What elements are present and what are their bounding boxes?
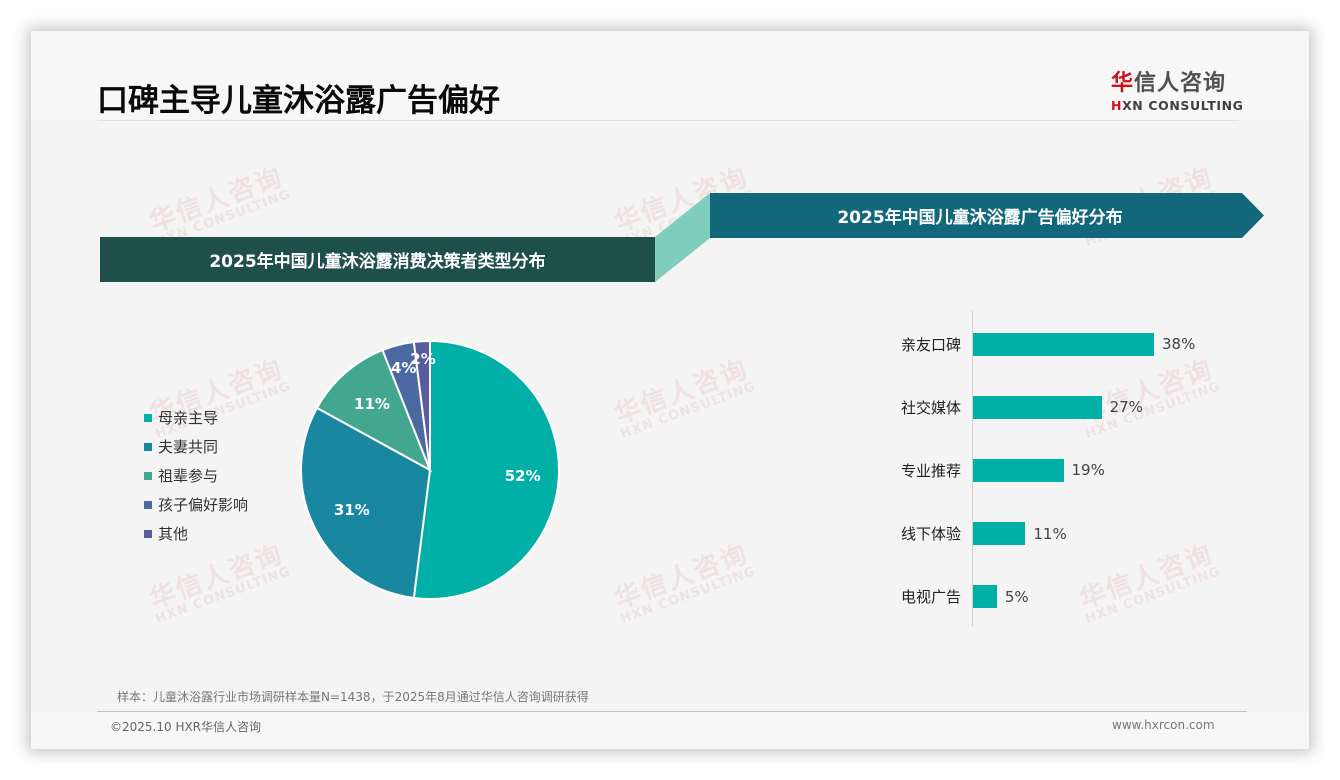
copyright: ©2025.10 HXR华信人咨询 (110, 720, 262, 734)
bar-value-label: 19% (1071, 461, 1105, 480)
brand-logo: 华信人咨询 HXN CONSULTING (1111, 65, 1244, 113)
slide: 口碑主导儿童沐浴露广告偏好 华信人咨询 HXN CONSULTING 华信人咨询… (31, 31, 1309, 749)
logo-cn-rest: 信人咨询 (1134, 71, 1227, 96)
legend-item: 母亲主导 (144, 403, 248, 432)
bar-row: 社交媒体 27% (871, 395, 1143, 419)
legend-swatch (144, 471, 152, 480)
legend-item: 祖辈参与 (144, 461, 248, 490)
legend-label: 祖辈参与 (158, 467, 219, 485)
logo-cn: 华信人咨询 (1111, 65, 1241, 97)
pie-slice-label: 11% (354, 395, 390, 414)
header-band (31, 31, 1309, 119)
pie-chart: 52% 31% 11% 4% 2% (299, 339, 561, 601)
logo-en-rest: XN CONSULTING (1122, 98, 1244, 113)
bar-value-label: 27% (1109, 398, 1143, 417)
bar-category-label: 社交媒体 (900, 398, 961, 417)
legend-swatch (144, 529, 152, 538)
bar-row: 亲友口碑 38% (871, 332, 1195, 356)
pie-slice (300, 406, 432, 600)
bar-section-banner: 2025年中国儿童沐浴露广告偏好分布 (710, 193, 1265, 238)
bar-category-label: 亲友口碑 (900, 335, 961, 354)
bar (973, 395, 1102, 419)
bar-row: 线下体验 11% (871, 522, 1067, 546)
bar (973, 458, 1064, 482)
pie-slice (412, 339, 560, 600)
bar-chart-axis (972, 311, 973, 627)
arrow-banner-shape (710, 193, 1264, 238)
legend-swatch (144, 442, 152, 451)
bar-section-banner-label: 2025年中国儿童沐浴露广告偏好分布 (837, 208, 1123, 228)
bar-category-label: 电视广告 (900, 588, 961, 607)
footer-band (31, 712, 1309, 749)
legend-label: 其他 (158, 525, 189, 543)
logo-en: HXN CONSULTING (1111, 98, 1244, 113)
bar-category-label: 专业推荐 (900, 461, 961, 480)
bar (973, 522, 1026, 546)
bar-value-label: 38% (1162, 335, 1196, 353)
bar-value-label: 11% (1033, 524, 1067, 543)
legend-swatch (144, 500, 152, 509)
footer-divider (97, 711, 1247, 712)
logo-cn-prefix: 华 (1111, 71, 1135, 96)
pie-slice (315, 348, 432, 473)
pie-slice-label: 52% (504, 466, 541, 485)
banner-connector (655, 193, 710, 282)
bar (973, 332, 1154, 356)
pie-section-banner: 2025年中国儿童沐浴露消费决策者类型分布 (100, 237, 655, 282)
pie-slice-label: 2% (410, 350, 436, 369)
bar-category-label: 线下体验 (900, 525, 961, 544)
bar-row: 电视广告 5% (871, 585, 1029, 609)
logo-en-prefix: H (1111, 98, 1123, 113)
bar (973, 585, 997, 609)
legend-label: 孩子偏好影响 (158, 496, 249, 514)
pie-slice (412, 339, 431, 471)
legend-item: 夫妻共同 (144, 432, 248, 461)
pie-slice-label: 4% (390, 358, 417, 377)
pie-chart-svg (300, 339, 560, 600)
bar-value-label: 5% (1004, 587, 1029, 606)
bar-chart: 亲友口碑 38% 社交媒体 27% 专业推荐 19% 线下体验 11% 电视广告 5% (871, 311, 1271, 631)
legend-label: 夫妻共同 (158, 438, 219, 456)
legend-swatch (144, 413, 152, 422)
legend-label: 母亲主导 (158, 409, 219, 427)
title-divider (97, 120, 1239, 121)
pie-slice-label: 31% (333, 500, 370, 519)
legend-item: 其他 (144, 519, 248, 548)
page-title: 口碑主导儿童沐浴露广告偏好 (97, 83, 500, 119)
legend-item: 孩子偏好影响 (144, 490, 248, 519)
website-link[interactable]: www.hxrcon.com (1112, 718, 1215, 732)
pie-legend: 母亲主导 夫妻共同 祖辈参与 孩子偏好影响 其他 (144, 403, 248, 548)
source-note: 样本：儿童沐浴露行业市场调研样本量N=1438，于2025年8月通过华信人咨询调… (117, 690, 589, 704)
bar-row: 专业推荐 19% (871, 458, 1105, 482)
